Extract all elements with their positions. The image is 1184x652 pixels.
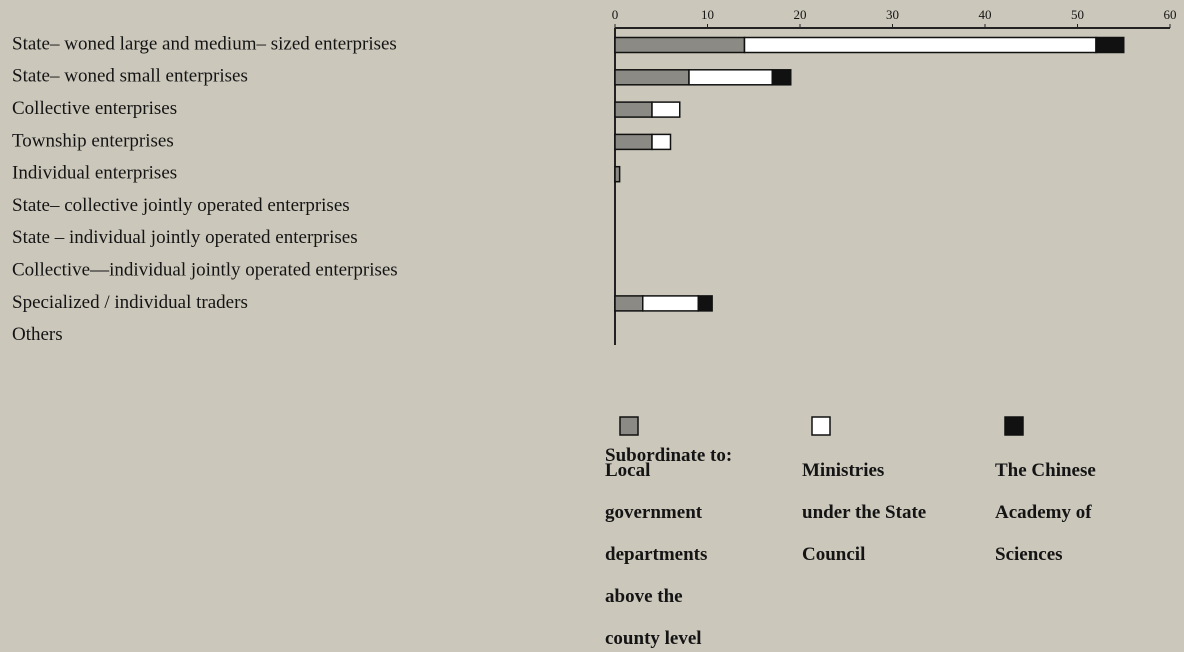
bar-segment xyxy=(614,165,621,183)
category-label: Others xyxy=(12,324,63,345)
category-label: Individual enterprises xyxy=(12,163,177,184)
bar-segment xyxy=(651,133,672,151)
bar-segment xyxy=(614,36,746,54)
category-label: State– woned small enterprises xyxy=(12,66,248,87)
bar-segment xyxy=(642,295,699,312)
legend-swatch xyxy=(619,416,639,436)
bar-segment xyxy=(688,69,773,86)
category-label: State – individual jointly operated ente… xyxy=(12,227,358,248)
legend-swatch xyxy=(811,416,831,436)
legend-label: The Chinese Academy of Sciences xyxy=(995,460,1096,565)
x-tick-label: 60 xyxy=(1164,7,1177,22)
category-label: Specialized / individual traders xyxy=(12,292,248,313)
bar-segment xyxy=(771,69,792,86)
category-label: State– collective jointly operated enter… xyxy=(12,195,350,216)
x-tick-label: 10 xyxy=(701,7,714,22)
legend-label: Local government departments above the c… xyxy=(605,460,708,649)
x-tick-label: 50 xyxy=(1071,7,1084,22)
legend-label: Ministries under the State Council xyxy=(802,460,927,565)
legend-title: Subordinate to: xyxy=(605,445,733,466)
x-tick-label: 20 xyxy=(794,7,807,22)
category-label: Collective—individual jointly operated e… xyxy=(12,259,398,280)
bar-segment xyxy=(743,36,1097,54)
bar-segment xyxy=(614,69,690,86)
x-tick-label: 0 xyxy=(612,7,619,22)
bar-segment xyxy=(614,295,644,312)
legend-swatch xyxy=(1004,416,1024,436)
category-label: Township enterprises xyxy=(12,130,174,151)
bar-segment xyxy=(651,101,681,118)
x-tick-label: 40 xyxy=(979,7,992,22)
category-label: State– woned large and medium– sized ent… xyxy=(12,33,397,54)
bar-segment xyxy=(614,133,653,151)
category-label: Collective enterprises xyxy=(12,98,177,119)
bar-segment xyxy=(697,295,713,312)
bar-segment xyxy=(1095,36,1125,54)
bar-segment xyxy=(614,101,653,118)
x-tick-label: 30 xyxy=(886,7,899,22)
